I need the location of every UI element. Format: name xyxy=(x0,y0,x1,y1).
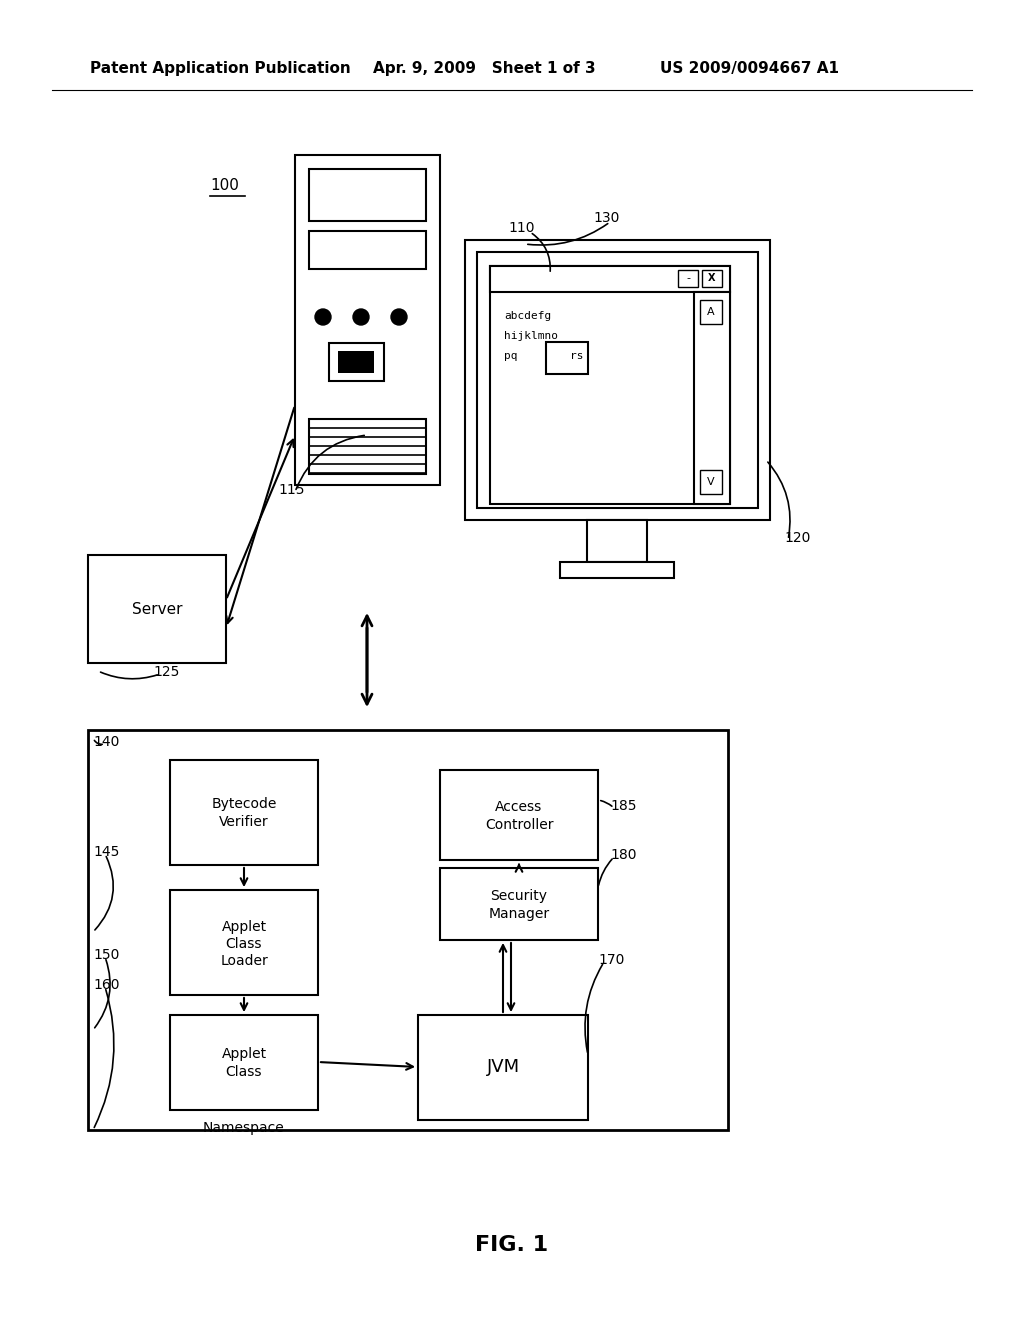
Text: 120: 120 xyxy=(784,531,810,545)
Bar xyxy=(477,252,758,508)
Text: 125: 125 xyxy=(153,665,179,678)
Text: 170: 170 xyxy=(598,953,625,968)
Bar xyxy=(309,231,426,269)
Text: 160: 160 xyxy=(93,978,120,993)
Bar xyxy=(465,240,770,520)
Text: hijklmno: hijklmno xyxy=(504,331,558,341)
Text: pq: pq xyxy=(504,351,517,360)
Bar xyxy=(295,154,440,484)
Text: -: - xyxy=(686,273,690,282)
Text: US 2009/0094667 A1: US 2009/0094667 A1 xyxy=(660,61,839,75)
Bar xyxy=(338,351,374,374)
Bar xyxy=(560,562,674,578)
Text: 100: 100 xyxy=(210,177,239,193)
Text: Server: Server xyxy=(132,602,182,616)
Bar xyxy=(418,1015,588,1119)
Text: Access: Access xyxy=(496,800,543,814)
Circle shape xyxy=(391,309,407,325)
Bar xyxy=(329,343,384,381)
Text: 115: 115 xyxy=(278,483,304,498)
Text: 110: 110 xyxy=(508,220,535,235)
Text: Namespace: Namespace xyxy=(203,1121,285,1135)
Bar xyxy=(88,554,226,663)
Text: Class: Class xyxy=(225,1065,262,1078)
Text: Loader: Loader xyxy=(220,954,268,968)
Text: FIG. 1: FIG. 1 xyxy=(475,1236,549,1255)
Bar xyxy=(170,760,318,865)
Text: 145: 145 xyxy=(93,845,120,859)
Circle shape xyxy=(315,309,331,325)
Text: A: A xyxy=(708,308,715,317)
Bar xyxy=(587,520,647,562)
Text: Manager: Manager xyxy=(488,907,550,921)
Bar xyxy=(309,418,426,474)
Text: Bytecode: Bytecode xyxy=(211,797,276,810)
Text: X: X xyxy=(709,273,716,282)
Text: 140: 140 xyxy=(93,735,120,748)
Bar xyxy=(678,271,698,286)
Bar xyxy=(440,869,598,940)
Text: Applet: Applet xyxy=(221,920,266,935)
Text: Class: Class xyxy=(225,937,262,950)
Circle shape xyxy=(353,309,369,325)
Text: 185: 185 xyxy=(610,799,637,813)
Bar xyxy=(88,730,728,1130)
Bar xyxy=(170,890,318,995)
Text: V: V xyxy=(708,477,715,487)
Bar xyxy=(440,770,598,861)
Bar xyxy=(694,292,730,504)
Text: Patent Application Publication: Patent Application Publication xyxy=(90,61,351,75)
Bar xyxy=(700,470,722,494)
Bar xyxy=(490,267,730,504)
Bar xyxy=(170,1015,318,1110)
Bar xyxy=(700,300,722,323)
Text: 180: 180 xyxy=(610,847,637,862)
Bar xyxy=(490,267,730,292)
Text: 130: 130 xyxy=(593,211,620,224)
Text: Security: Security xyxy=(490,888,548,903)
Text: abcdefg: abcdefg xyxy=(504,312,551,321)
Text: Verifier: Verifier xyxy=(219,814,269,829)
Bar xyxy=(702,271,722,286)
Text: JVM: JVM xyxy=(486,1059,519,1076)
Text: rs: rs xyxy=(570,351,584,360)
Text: 150: 150 xyxy=(93,948,120,962)
Bar xyxy=(546,342,588,374)
Text: Applet: Applet xyxy=(221,1047,266,1061)
Text: Apr. 9, 2009   Sheet 1 of 3: Apr. 9, 2009 Sheet 1 of 3 xyxy=(373,61,596,75)
Bar xyxy=(309,169,426,220)
Text: Controller: Controller xyxy=(484,818,553,832)
